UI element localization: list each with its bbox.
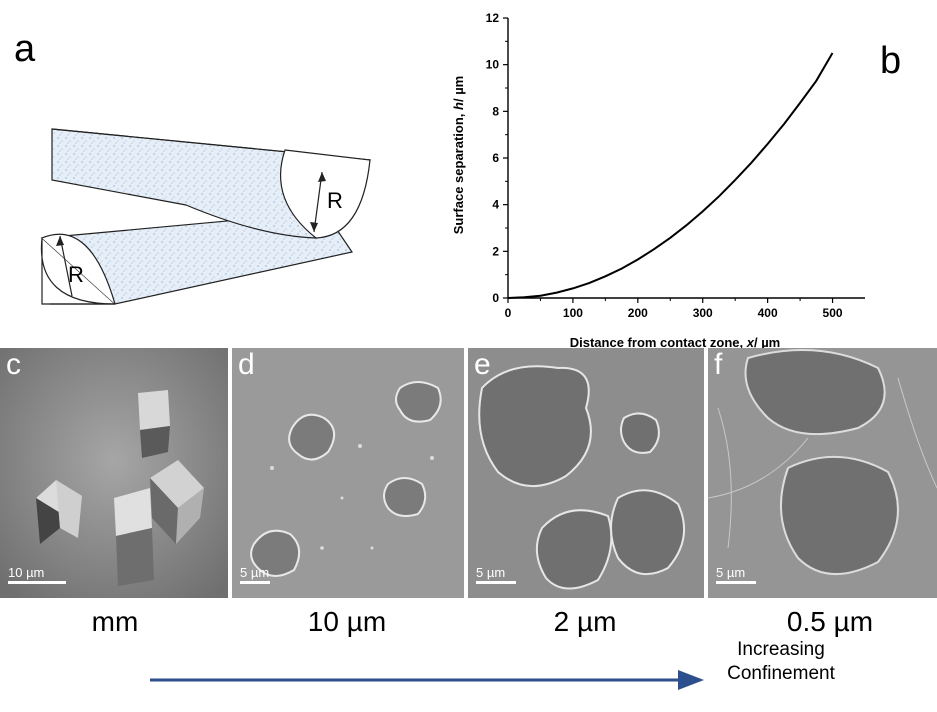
deposit-small (620, 412, 660, 454)
size-label-d: 10 µm (307, 606, 387, 637)
radius-arrow-top (313, 171, 323, 233)
y-tick-label: 8 (492, 104, 499, 118)
x-tick-label: 100 (563, 306, 583, 320)
sem-image-f: f 5 µm (708, 348, 937, 598)
radius-label-bottom: R (68, 262, 84, 287)
sem-image-e: e 5 µm (468, 348, 704, 598)
panel-b-label: b (880, 40, 902, 82)
size-label-e: 2 µm (553, 606, 617, 637)
deposit-large (478, 365, 592, 488)
x-tick-label: 300 (693, 306, 713, 320)
deposit-1 (288, 413, 335, 461)
deposit-2 (395, 381, 442, 423)
confinement-label: Increasing Confinement (716, 638, 846, 686)
film-region-2 (779, 455, 899, 575)
confinement-line-1: Increasing (737, 639, 825, 660)
x-axis-label: Distance from contact zone, x/ µm (570, 335, 781, 350)
sem-image-d: d 5 µm (232, 348, 464, 598)
scale-bar-d: 5 µm (240, 565, 270, 584)
panel-a-label: a (14, 28, 36, 70)
y-tick-label: 2 (492, 244, 499, 258)
surface-separation-chart: 0 100 200 300 400 500 0 2 4 6 8 10 12 Distance from … (451, 11, 865, 350)
separation-curve (507, 52, 834, 299)
y-tick-label: 4 (492, 198, 499, 212)
scale-bar-c: 10 µm (8, 565, 66, 584)
radius-arrow-bottom (59, 235, 73, 297)
top-half-cylinder (51, 128, 372, 239)
x-tick-label: 400 (758, 306, 778, 320)
deposit-cluster-2 (610, 489, 685, 576)
confinement-arrow (150, 670, 704, 690)
scale-bar-f: 5 µm (716, 565, 756, 584)
deposit-4 (250, 529, 301, 577)
film-region-1 (744, 349, 886, 436)
y-tick-label: 10 (486, 58, 500, 72)
x-tick-label: 200 (628, 306, 648, 320)
y-axis-label: Surface separation, h/ µm (451, 76, 466, 235)
panel-f-label: f (714, 348, 723, 381)
deposit-3 (383, 477, 427, 517)
panel-c-label: c (6, 348, 21, 381)
panel-d-label: d (238, 348, 255, 381)
sem-image-c: c 10 µm (0, 348, 228, 598)
bottom-half-cylinder (40, 211, 353, 305)
crossed-cylinders-diagram: R R (40, 128, 372, 305)
scale-bar-e: 5 µm (476, 565, 516, 584)
crystal-1 (36, 480, 82, 544)
size-label-f: 0.5 µm (786, 606, 874, 637)
crystal-4 (114, 488, 154, 586)
crystal-3 (150, 460, 204, 544)
x-tick-label: 0 (505, 306, 512, 320)
confinement-line-2: Confinement (727, 662, 835, 684)
radius-label-top: R (327, 188, 343, 213)
x-tick-label: 500 (823, 306, 843, 320)
size-label-c: mm (91, 606, 139, 637)
y-tick-label: 12 (486, 11, 500, 25)
deposit-cluster-1 (535, 509, 613, 590)
crystal-2 (138, 390, 170, 458)
panel-e-label: e (474, 348, 491, 381)
y-tick-label: 0 (492, 291, 499, 305)
chart-axes (507, 18, 865, 299)
chart-ticks: 0 100 200 300 400 500 0 2 4 6 8 10 12 (486, 11, 843, 320)
y-tick-label: 6 (492, 151, 499, 165)
